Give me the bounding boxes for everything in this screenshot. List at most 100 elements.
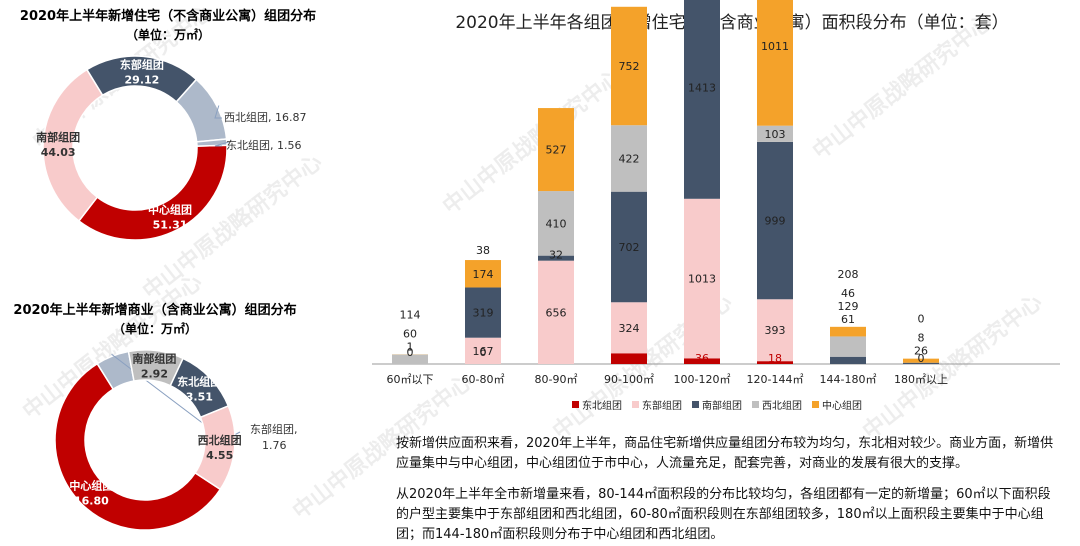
bar-value-label: 8 xyxy=(918,332,925,345)
donut1-title: 2020年上半年新增住宅（不含商业公寓）组团分布 xyxy=(20,8,316,24)
donut2: 中心组团 16.80 东部组团, 1.76 南部组团 2.92 东北组团 3.51 西北组团 4.… xyxy=(54,349,298,531)
watermark-text: 中山中原战略研究中心 xyxy=(438,64,627,220)
bar-value-label: 46 xyxy=(841,287,855,300)
x-tick-label: 180㎡以上 xyxy=(894,373,948,386)
donut-slice xyxy=(194,404,236,491)
bar-segment xyxy=(611,191,647,303)
leader-line xyxy=(214,141,229,147)
bar-value-label: 1013 xyxy=(688,273,716,286)
legend-swatch xyxy=(572,401,579,408)
donut-slice xyxy=(54,362,222,531)
slice-name-label: 西北组团 xyxy=(198,433,242,447)
bar-value-label: 60 xyxy=(403,327,417,340)
legend-label: 东北组团 xyxy=(582,399,622,412)
bar-value-label: 68 xyxy=(622,352,636,365)
bar-value-label: 410 xyxy=(546,217,567,230)
x-tick-label: 120-144㎡ xyxy=(747,373,804,386)
bar-value-label: 61 xyxy=(841,313,855,326)
bar-segment xyxy=(611,302,647,354)
bar-value-label: 527 xyxy=(546,144,567,157)
slice-value-label: 29.12 xyxy=(125,73,160,86)
x-tick-label: 90-100㎡ xyxy=(604,373,654,386)
bar-segment xyxy=(684,0,720,199)
legend-label: 东部组团 xyxy=(642,399,682,412)
legend-label: 中心组团 xyxy=(822,399,862,412)
analysis-paragraph-2: 从2020年上半年全市新增量来看，80-144㎡面积段的分布比较均匀，各组团都有… xyxy=(396,487,1051,542)
bar-value-label: 422 xyxy=(619,152,640,165)
bar-segment xyxy=(830,356,866,364)
bar-segment xyxy=(611,353,647,364)
slice-name-label: 中心组团 xyxy=(148,203,192,217)
watermark-text: 中山中原战略研究中心 xyxy=(18,269,207,425)
bar-chart-title: 2020年上半年各组团新增住宅（不含商业公寓）面积段分布（单位：套） xyxy=(455,13,1008,33)
bar-value-label: 999 xyxy=(765,215,786,228)
slice-name-label: 中心组团 xyxy=(69,478,113,492)
bar-value-label: 26 xyxy=(914,345,928,358)
bar-zero-label: 0 xyxy=(918,352,925,365)
bar-segment xyxy=(757,141,793,300)
legend-label: 西北组团 xyxy=(762,399,802,412)
donut1: 中心组团 51.31 南部组团 44.03 东部组团 29.12 西北组团, 16.87 东北… xyxy=(36,55,306,241)
bar-zero-label: 0 xyxy=(407,346,414,359)
bar-segment xyxy=(465,260,501,288)
slice-name-label: 南部组团 xyxy=(132,352,176,366)
leader-line xyxy=(214,105,222,119)
bar-chart: 60㎡以下16011460-80㎡1673191743880-90㎡656324… xyxy=(372,0,1060,386)
bar-total-label: 0 xyxy=(918,313,925,326)
bar-legend: 东北组团 东部组团 南部组团 西北组团 中心组团 xyxy=(572,399,862,412)
bar-segment xyxy=(830,336,866,357)
bar-total-label: 208 xyxy=(838,268,859,281)
bar-value-label: 324 xyxy=(619,322,640,335)
legend-swatch xyxy=(812,401,819,408)
bar-total-label: 38 xyxy=(476,244,490,257)
slice-value-label: 16.80 xyxy=(74,494,109,507)
bar-value-label: 32 xyxy=(549,249,563,262)
bar-segment xyxy=(538,108,574,192)
bar-value-label: 1011 xyxy=(761,40,789,53)
bar-value-label: 174 xyxy=(473,268,494,281)
legend-label: 南部组团 xyxy=(702,399,742,412)
bar-segment xyxy=(757,125,793,142)
bar-segment xyxy=(538,191,574,256)
bar-segment xyxy=(830,326,866,337)
bar-value-label: 167 xyxy=(473,345,494,358)
bar-zero-label: 0 xyxy=(480,346,487,359)
slice-name-label: 东北组团 xyxy=(177,374,221,388)
x-tick-label: 100-120㎡ xyxy=(674,373,731,386)
legend-swatch xyxy=(692,401,699,408)
bar-value-label: 129 xyxy=(838,300,859,313)
slice-value-label: 2.92 xyxy=(141,368,168,381)
slice-value-label: 4.55 xyxy=(206,449,233,462)
x-tick-label: 80-90㎡ xyxy=(535,373,578,386)
legend-swatch xyxy=(752,401,759,408)
bar-segment xyxy=(903,362,939,364)
slice-name-label: 东部组团 xyxy=(120,57,164,71)
donut2-subtitle: （单位：万㎡） xyxy=(113,321,197,336)
bar-value-label: 752 xyxy=(619,60,640,73)
slice-name-label: 东部组团, xyxy=(250,422,298,436)
bar-value-label: 393 xyxy=(765,324,786,337)
slice-value-label: 1.76 xyxy=(262,439,287,452)
bar-value-label: 18 xyxy=(768,352,782,365)
bar-segment xyxy=(611,6,647,126)
bar-segment xyxy=(392,354,428,364)
bar-segment xyxy=(538,255,574,261)
bar-value-label: 1 xyxy=(407,340,414,353)
bar-segment xyxy=(903,358,939,363)
bar-segment xyxy=(684,198,720,359)
bar-value-label: 36 xyxy=(695,352,709,365)
bar-segment xyxy=(538,260,574,364)
donut2-title: 2020年上半年新增商业（含商业公寓）组团分布 xyxy=(13,302,296,318)
x-tick-label: 60-80㎡ xyxy=(462,373,505,386)
donut1-subtitle: （单位：万㎡） xyxy=(126,27,210,42)
bar-value-label: 319 xyxy=(473,307,494,320)
bar-segment xyxy=(465,287,501,338)
bar-value-label: 656 xyxy=(546,306,567,319)
bar-segment xyxy=(611,125,647,192)
slice-value-label: 44.03 xyxy=(41,146,76,159)
slice-name-label: 南部组团 xyxy=(36,130,80,144)
x-tick-label: 144-180㎡ xyxy=(820,373,877,386)
bar-segment xyxy=(757,0,793,126)
analysis-paragraph-1: 按新增供应面积来看，2020年上半年，商品住宅新增供应量组团分布较为均匀，东北相… xyxy=(396,436,1054,471)
